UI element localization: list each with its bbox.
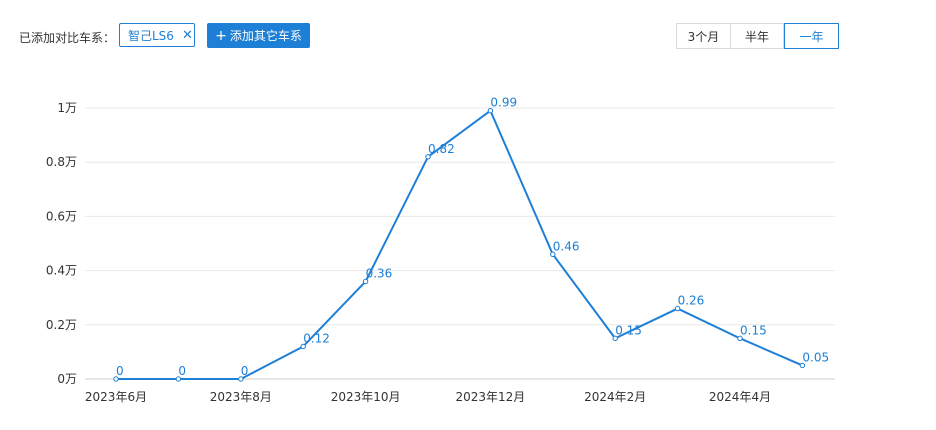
data-point[interactable] <box>362 278 369 285</box>
x-tick-label: 2023年10月 <box>331 390 401 404</box>
data-point[interactable] <box>612 335 618 342</box>
y-tick-label: 0.8万 <box>46 155 77 169</box>
y-tick-label: 1万 <box>57 101 77 115</box>
data-point[interactable] <box>238 376 244 382</box>
close-icon[interactable]: ✕ <box>181 27 193 43</box>
x-tick-label: 2023年6月 <box>85 390 147 404</box>
series-chip[interactable]: 智己LS6 ✕ <box>119 23 195 47</box>
data-label: 0.26 <box>678 294 705 308</box>
series-line <box>116 109 803 380</box>
range-3-months-button[interactable]: 3个月 <box>676 23 731 49</box>
plus-icon: + <box>215 27 227 44</box>
data-point[interactable] <box>674 305 681 312</box>
y-tick-label: 0.6万 <box>46 209 77 223</box>
time-range-selector: 3个月 半年 一年 <box>676 23 839 49</box>
data-label: 0.12 <box>303 331 330 345</box>
data-label: 0.46 <box>553 239 580 253</box>
add-series-button[interactable]: + 添加其它车系 <box>207 23 310 48</box>
y-tick-label: 0.4万 <box>46 264 77 278</box>
data-label: 0.15 <box>740 323 767 337</box>
range-one-year-button[interactable]: 一年 <box>784 23 839 49</box>
data-point[interactable] <box>550 251 556 258</box>
data-point[interactable] <box>300 343 306 350</box>
x-tick-label: 2024年2月 <box>584 390 646 404</box>
data-point[interactable] <box>175 376 182 382</box>
data-label: 0 <box>241 364 249 378</box>
range-half-year-button[interactable]: 半年 <box>731 23 784 49</box>
compare-label: 已添加对比车系： <box>19 31 116 45</box>
x-tick-label: 2023年12月 <box>455 390 525 404</box>
data-label: 0 <box>116 364 124 378</box>
data-label: 0.36 <box>366 266 393 280</box>
y-tick-label: 0.2万 <box>46 318 77 332</box>
data-label: 0.82 <box>428 142 455 156</box>
x-tick-label: 2023年8月 <box>210 390 272 404</box>
data-label: 0 <box>178 364 186 378</box>
data-point[interactable] <box>425 154 431 160</box>
x-tick-label: 2024年4月 <box>709 390 771 404</box>
data-point[interactable] <box>113 376 119 382</box>
data-label: 0.05 <box>802 350 829 364</box>
series-chip-label: 智己LS6 <box>128 28 174 43</box>
add-series-label: 添加其它车系 <box>229 29 302 43</box>
data-label: 0.99 <box>490 96 517 110</box>
data-point[interactable] <box>737 335 743 342</box>
data-point[interactable] <box>487 108 494 114</box>
y-tick-label: 0万 <box>57 372 77 386</box>
data-label: 0.15 <box>615 323 642 337</box>
data-point[interactable] <box>799 362 806 369</box>
